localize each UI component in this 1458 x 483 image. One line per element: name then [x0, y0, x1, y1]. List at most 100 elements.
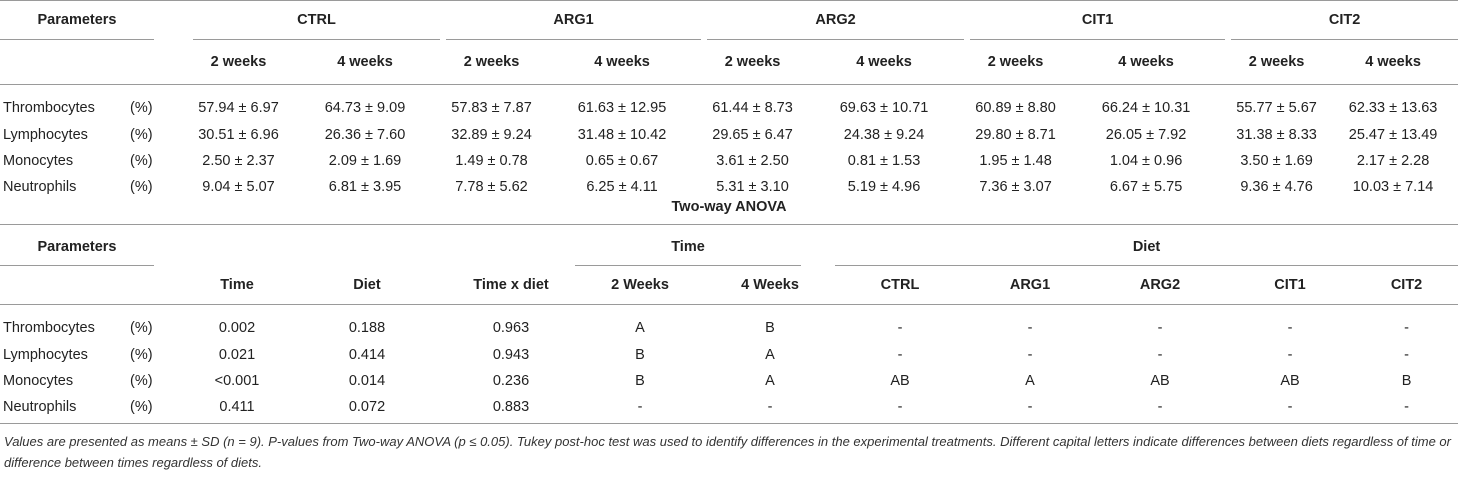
group-header-ctrl: CTRL: [193, 1, 441, 40]
table-cell: 6.25 ± 4.11: [586, 179, 658, 195]
subcol-4-weeks: 4 weeks: [1118, 53, 1174, 70]
table-row: Monocytes (%) <0.001 0.014 0.236 B A AB A AB AB B: [0, 368, 1458, 394]
table-cell: 3.50 ± 1.69: [1240, 153, 1313, 169]
table-cell: 0.072: [348, 399, 386, 415]
table-cell: -: [1404, 399, 1409, 415]
subcol-2-weeks: 2 weeks: [1248, 53, 1305, 70]
table-cell: <0.001: [214, 373, 260, 389]
table-cell: 60.89 ± 8.80: [975, 100, 1056, 117]
table-cell: B: [635, 373, 645, 389]
table-cell: 30.51 ± 6.96: [198, 127, 279, 143]
col-time-x-diet: Time x diet: [473, 276, 549, 293]
table-cell: -: [1027, 347, 1033, 363]
table-cell: -: [1157, 347, 1163, 363]
row-unit: (%): [130, 399, 153, 415]
table-cell: 31.38 ± 8.33: [1236, 127, 1317, 143]
group-header-cit2: CIT2: [1231, 1, 1458, 40]
table-row: Monocytes (%) 2.50 ± 2.37 2.09 ± 1.69 1.49 ±…: [0, 148, 1458, 174]
row-unit: (%): [130, 320, 153, 337]
table-cell: -: [637, 399, 643, 415]
table-cell: 0.963: [492, 320, 530, 337]
group-header-arg2: ARG2: [707, 1, 965, 40]
subcol-2-weeks: 2 weeks: [463, 53, 520, 70]
table-cell: 26.05 ± 7.92: [1105, 127, 1187, 143]
table-cell: 0.411: [219, 399, 255, 415]
table-cell: 0.021: [218, 347, 256, 363]
col-arg2: ARG2: [1139, 276, 1181, 293]
diet-group-header: Diet: [835, 225, 1458, 266]
subcol-4-weeks: 4 weeks: [1365, 53, 1421, 70]
table-cell: -: [1027, 320, 1033, 337]
table-cell: 2.09 ± 1.69: [328, 153, 402, 169]
table-cell: 0.414: [348, 347, 386, 363]
table-cell: -: [1157, 399, 1163, 415]
table-row: Lymphocytes (%) 0.021 0.414 0.943 B A - - - - -: [0, 342, 1458, 368]
subcol-4-weeks: 4 weeks: [856, 53, 912, 70]
anova-table: Parameters Time Diet Time Diet Time x di…: [0, 224, 1458, 420]
time-group-header: Time: [575, 225, 801, 266]
table-cell: 0.014: [348, 373, 386, 389]
table-cell: -: [1404, 347, 1409, 363]
table-cell: 0.236: [492, 373, 530, 389]
table-cell: 6.81 ± 3.95: [328, 179, 402, 195]
group-header-cit1: CIT1: [970, 1, 1226, 40]
table-cell: 29.80 ± 8.71: [975, 127, 1056, 143]
table-cell: 2.50 ± 2.37: [202, 153, 275, 169]
table-cell: A: [1025, 373, 1035, 389]
table-cell: -: [1157, 320, 1163, 337]
table-cell: 61.44 ± 8.73: [712, 100, 793, 117]
row-label: Monocytes: [3, 373, 74, 389]
means-table: Parameters CTRL ARG1 ARG2 CIT1 CIT2 2 we…: [0, 0, 1458, 200]
table-cell: 9.36 ± 4.76: [1240, 179, 1313, 195]
anova-table-sub-header: Time Diet Time x diet 2 Weeks 4 Weeks CT…: [0, 266, 1458, 304]
row-unit: (%): [130, 373, 153, 389]
row-unit: (%): [130, 153, 153, 169]
table-cell: 57.94 ± 6.97: [198, 100, 279, 117]
table-row: Neutrophils (%) 0.411 0.072 0.883 - - - - - - -: [0, 394, 1458, 420]
table-bottom-rule: [0, 423, 1458, 424]
row-label: Thrombocytes: [3, 100, 95, 117]
table-cell: -: [1287, 320, 1293, 337]
col-arg1: ARG1: [1009, 276, 1051, 293]
table-cell: A: [635, 320, 645, 337]
table-cell: 1.95 ± 1.48: [979, 153, 1052, 169]
col-ctrl: CTRL: [880, 276, 920, 293]
row-label: Monocytes: [3, 153, 74, 169]
row-unit: (%): [130, 100, 153, 117]
table-cell: 10.03 ± 7.14: [1352, 179, 1434, 195]
col-time: Time: [220, 276, 254, 293]
table-cell: 26.36 ± 7.60: [324, 127, 406, 143]
table-cell: -: [897, 347, 903, 363]
table-cell: 25.47 ± 13.49: [1348, 127, 1438, 143]
table-cell: 2.17 ± 2.28: [1356, 153, 1430, 169]
table-cell: 1.49 ± 0.78: [455, 153, 528, 169]
table-cell: -: [1027, 399, 1033, 415]
table-cell: 32.89 ± 9.24: [451, 127, 532, 143]
table-cell: 0.65 ± 0.67: [585, 153, 659, 169]
table-cell: AB: [890, 373, 910, 389]
table-cell: 6.67 ± 5.75: [1109, 179, 1183, 195]
table-cell: 0.002: [218, 320, 256, 337]
table-cell: B: [635, 347, 645, 363]
table-cell: -: [897, 320, 903, 337]
table-cell: A: [765, 373, 775, 389]
table-cell: 5.19 ± 4.96: [847, 179, 921, 195]
table-row: Thrombocytes (%) 57.94 ± 6.97 64.73 ± 9.09 5…: [0, 84, 1458, 122]
subcol-2-weeks: 2 weeks: [987, 53, 1044, 70]
table-cell: 3.61 ± 2.50: [716, 153, 789, 169]
table-cell: -: [767, 399, 773, 415]
table-cell: 24.38 ± 9.24: [843, 127, 925, 143]
col-diet: Diet: [353, 276, 381, 293]
table-row: Thrombocytes (%) 0.002 0.188 0.963 A B - - - - -: [0, 304, 1458, 342]
means-table-sub-header: 2 weeks 4 weeks 2 weeks 4 weeks 2 weeks …: [0, 40, 1458, 84]
table-cell: 7.78 ± 5.62: [455, 179, 528, 195]
row-unit: (%): [130, 127, 153, 143]
anova-title: Two-way ANOVA: [671, 199, 787, 215]
table-cell: 57.83 ± 7.87: [451, 100, 532, 117]
parameters-header: Parameters: [0, 1, 154, 40]
table-cell: 69.63 ± 10.71: [839, 100, 929, 117]
col-cit1: CIT1: [1274, 276, 1306, 293]
row-unit: (%): [130, 347, 153, 363]
row-label: Lymphocytes: [3, 347, 88, 363]
